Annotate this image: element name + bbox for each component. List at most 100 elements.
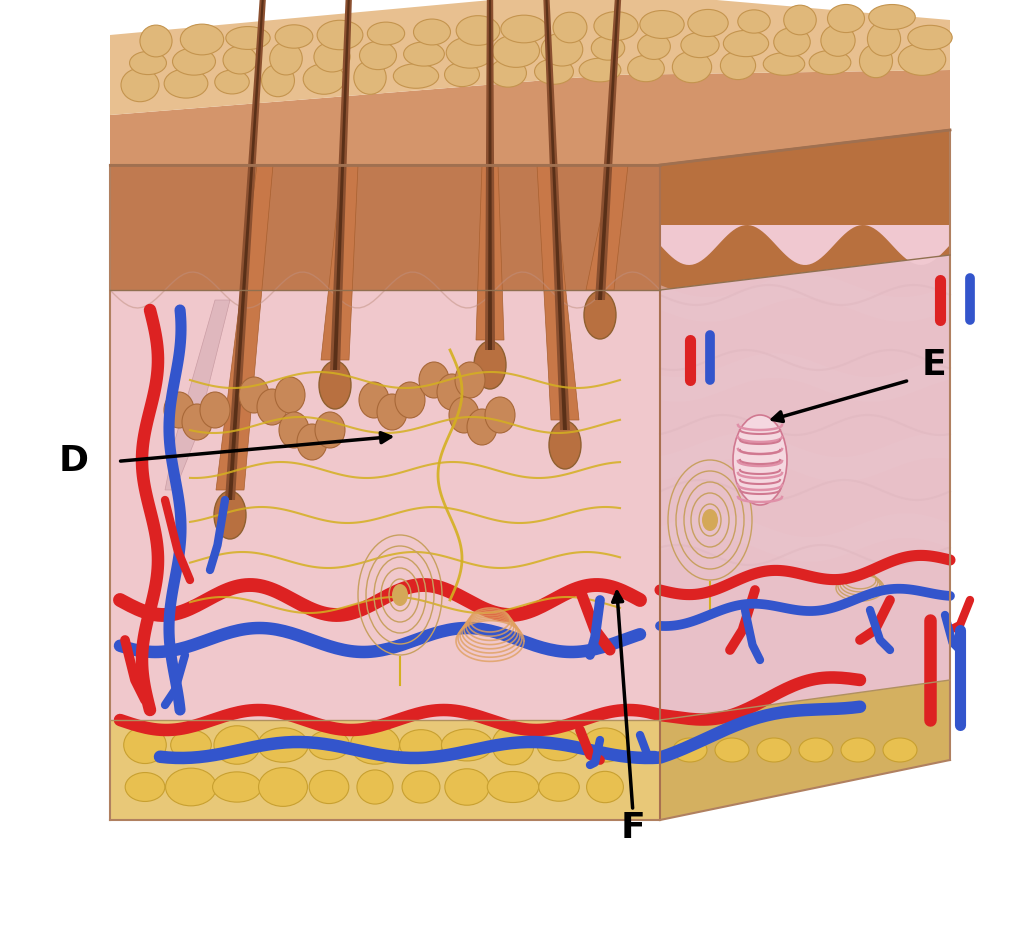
Polygon shape <box>110 720 660 820</box>
Ellipse shape <box>164 392 194 428</box>
Ellipse shape <box>821 24 855 56</box>
Ellipse shape <box>166 768 216 806</box>
Polygon shape <box>660 513 950 562</box>
Ellipse shape <box>582 728 628 762</box>
Ellipse shape <box>738 10 770 34</box>
Ellipse shape <box>303 63 345 94</box>
Ellipse shape <box>395 382 425 418</box>
Ellipse shape <box>359 41 396 70</box>
Polygon shape <box>660 353 950 402</box>
Ellipse shape <box>827 5 864 33</box>
Ellipse shape <box>368 22 404 45</box>
Ellipse shape <box>392 584 408 606</box>
Ellipse shape <box>681 33 719 58</box>
Ellipse shape <box>594 11 638 40</box>
Text: E: E <box>922 349 946 382</box>
Ellipse shape <box>774 28 810 56</box>
Ellipse shape <box>317 21 362 49</box>
Ellipse shape <box>763 53 805 75</box>
Polygon shape <box>110 0 950 115</box>
Ellipse shape <box>437 374 467 410</box>
Ellipse shape <box>587 772 624 802</box>
Ellipse shape <box>297 424 327 460</box>
Ellipse shape <box>140 25 172 57</box>
Ellipse shape <box>214 491 246 539</box>
Polygon shape <box>165 300 230 490</box>
Ellipse shape <box>257 389 287 425</box>
Ellipse shape <box>261 64 295 97</box>
Ellipse shape <box>883 738 918 762</box>
Ellipse shape <box>124 726 166 763</box>
Ellipse shape <box>171 730 211 760</box>
Ellipse shape <box>269 42 302 75</box>
Ellipse shape <box>239 377 269 413</box>
Ellipse shape <box>783 6 816 34</box>
Ellipse shape <box>702 509 718 531</box>
Ellipse shape <box>721 51 756 79</box>
Ellipse shape <box>809 50 851 75</box>
Ellipse shape <box>172 48 215 75</box>
Ellipse shape <box>213 772 261 802</box>
Ellipse shape <box>446 37 494 68</box>
Polygon shape <box>660 225 950 265</box>
Ellipse shape <box>456 16 500 46</box>
Ellipse shape <box>487 772 539 802</box>
Ellipse shape <box>908 25 952 49</box>
Ellipse shape <box>180 24 223 55</box>
Polygon shape <box>660 680 950 820</box>
Ellipse shape <box>182 404 212 440</box>
Ellipse shape <box>489 59 526 88</box>
Ellipse shape <box>898 44 946 75</box>
Ellipse shape <box>200 392 230 428</box>
Ellipse shape <box>591 35 625 61</box>
Ellipse shape <box>580 58 621 82</box>
Polygon shape <box>216 165 273 490</box>
Polygon shape <box>228 0 266 500</box>
Ellipse shape <box>215 70 249 94</box>
Ellipse shape <box>584 291 616 339</box>
Polygon shape <box>586 165 628 290</box>
Ellipse shape <box>279 412 309 448</box>
Ellipse shape <box>549 421 581 469</box>
Ellipse shape <box>859 45 893 77</box>
Ellipse shape <box>723 31 769 57</box>
Ellipse shape <box>467 409 497 445</box>
Polygon shape <box>476 165 504 340</box>
Ellipse shape <box>449 397 479 433</box>
Polygon shape <box>110 165 660 290</box>
Ellipse shape <box>444 769 489 805</box>
Ellipse shape <box>121 68 159 102</box>
Ellipse shape <box>403 42 444 66</box>
Polygon shape <box>333 0 351 370</box>
Ellipse shape <box>493 34 540 67</box>
Ellipse shape <box>493 725 534 765</box>
Ellipse shape <box>757 738 791 762</box>
Ellipse shape <box>444 62 479 87</box>
Ellipse shape <box>640 10 684 38</box>
Ellipse shape <box>377 394 407 430</box>
Ellipse shape <box>319 361 351 409</box>
Ellipse shape <box>485 397 515 433</box>
Polygon shape <box>110 70 950 165</box>
Ellipse shape <box>314 42 350 72</box>
Ellipse shape <box>867 22 900 56</box>
Ellipse shape <box>419 362 449 398</box>
Ellipse shape <box>542 33 583 66</box>
Ellipse shape <box>402 771 440 803</box>
Polygon shape <box>485 0 495 350</box>
Ellipse shape <box>357 770 393 804</box>
Ellipse shape <box>275 377 305 413</box>
Ellipse shape <box>501 15 547 43</box>
Ellipse shape <box>537 729 581 761</box>
Ellipse shape <box>688 9 728 36</box>
Ellipse shape <box>441 729 493 761</box>
Ellipse shape <box>359 382 389 418</box>
Polygon shape <box>595 0 623 300</box>
Polygon shape <box>542 0 570 430</box>
Ellipse shape <box>733 415 787 505</box>
Ellipse shape <box>223 46 257 74</box>
Polygon shape <box>330 0 353 370</box>
Ellipse shape <box>214 726 260 764</box>
Ellipse shape <box>715 738 749 762</box>
Ellipse shape <box>308 731 349 760</box>
